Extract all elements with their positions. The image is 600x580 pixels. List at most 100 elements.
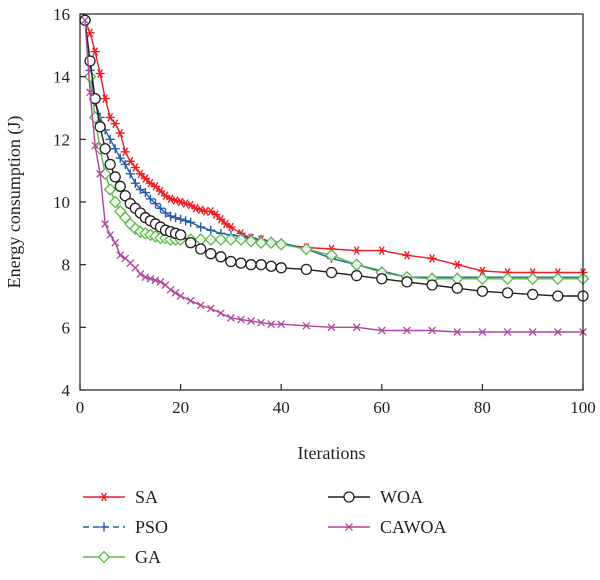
data-point-sa <box>150 181 161 191</box>
data-point-pso <box>125 169 135 179</box>
data-point-cawoa <box>267 320 276 329</box>
data-point-sa <box>90 47 100 56</box>
x-tick-label: 60 <box>373 398 390 417</box>
series-layer <box>78 13 590 336</box>
data-point-cawoa <box>226 314 235 322</box>
data-point-pso <box>140 188 150 198</box>
legend-marker-sa <box>99 492 109 502</box>
data-point-sa <box>110 119 120 129</box>
data-point-sa <box>155 186 166 196</box>
data-point-woa <box>265 260 277 272</box>
data-point-cawoa <box>453 328 462 336</box>
data-point-woa <box>501 287 514 299</box>
data-point-pso <box>160 208 171 218</box>
data-point-cawoa <box>176 292 185 300</box>
data-point-woa <box>325 266 338 279</box>
data-point-cawoa <box>136 270 145 278</box>
data-point-woa <box>401 276 413 288</box>
data-point-sa <box>130 163 140 172</box>
legend-marker-pso <box>99 522 109 532</box>
data-point-cawoa <box>141 273 150 282</box>
x-tick-label: 0 <box>76 398 85 417</box>
axis-layer: 0 20 40 60 80 100 4 6 8 10 12 14 16 <box>53 5 596 417</box>
data-point-cawoa <box>277 320 286 329</box>
data-point-woa <box>527 288 539 301</box>
data-point-sa <box>452 260 462 270</box>
data-point-pso <box>130 178 140 188</box>
data-point-woa <box>104 158 116 171</box>
data-point-sa <box>105 113 115 122</box>
data-point-woa <box>84 55 96 67</box>
y-tick-label: 14 <box>53 68 71 87</box>
data-point-sa <box>140 174 150 183</box>
data-point-woa <box>99 143 111 155</box>
data-point-cawoa <box>101 220 110 228</box>
data-point-ga <box>98 167 112 181</box>
data-point-cawoa <box>96 169 105 178</box>
y-tick-label: 12 <box>53 130 70 149</box>
data-point-ga <box>526 272 540 286</box>
data-point-cawoa <box>403 326 411 335</box>
series-ga <box>78 13 590 286</box>
data-point-ga <box>264 236 278 250</box>
legend-label-woa: WOA <box>380 487 423 507</box>
data-point-woa <box>205 248 217 260</box>
data-point-sa <box>191 203 201 213</box>
data-point-woa <box>185 237 197 249</box>
data-point-sa <box>170 196 181 205</box>
data-point-cawoa <box>116 251 125 260</box>
data-point-ga <box>214 233 228 246</box>
data-point-woa <box>476 285 489 297</box>
data-point-woa <box>300 263 313 276</box>
legend-item-woa: WOA <box>328 487 423 507</box>
data-point-sa <box>211 210 221 219</box>
y-tick-label: 16 <box>53 5 70 24</box>
data-point-ga <box>244 234 258 248</box>
data-point-cawoa <box>247 317 255 325</box>
data-point-pso <box>165 211 176 221</box>
data-point-ga <box>103 183 117 196</box>
x-tick-label: 80 <box>474 398 491 417</box>
data-point-sa <box>120 147 130 157</box>
data-point-ga <box>300 242 313 256</box>
y-tick-label: 6 <box>62 318 71 337</box>
data-point-woa <box>195 243 207 255</box>
data-point-cawoa <box>86 88 94 97</box>
data-point-pso <box>176 214 186 224</box>
data-point-woa <box>235 257 247 269</box>
data-point-ga <box>83 70 97 83</box>
data-point-cawoa <box>186 296 195 305</box>
data-point-cawoa <box>196 301 205 310</box>
data-point-sa <box>226 222 236 232</box>
data-point-pso <box>155 203 166 213</box>
data-point-sa <box>377 246 387 255</box>
data-point-woa <box>109 171 121 183</box>
data-point-sa <box>135 169 145 179</box>
data-point-ga <box>108 195 122 209</box>
data-point-cawoa <box>206 304 215 313</box>
data-point-sa <box>402 250 412 260</box>
series-cawoa <box>81 16 587 336</box>
data-point-woa <box>350 269 363 282</box>
data-point-sa <box>196 205 206 215</box>
data-point-sa <box>181 199 191 208</box>
x-tick-label: 100 <box>570 398 596 417</box>
data-point-cawoa <box>327 323 336 332</box>
legend-marker-ga <box>97 550 111 564</box>
series-woa <box>79 14 589 302</box>
data-point-cawoa <box>146 274 155 283</box>
data-point-pso <box>196 222 206 232</box>
data-point-pso <box>135 184 145 195</box>
legend-label-ga: GA <box>135 547 161 567</box>
data-point-cawoa <box>478 328 487 336</box>
data-point-cawoa <box>352 323 361 332</box>
data-point-pso <box>170 213 181 223</box>
data-point-sa <box>115 128 125 138</box>
data-point-pso <box>105 134 115 144</box>
data-point-ga <box>501 272 514 286</box>
legend-marker-cawoa <box>345 523 353 531</box>
data-point-woa <box>215 251 227 263</box>
data-point-cawoa <box>503 328 512 336</box>
data-point-woa <box>552 290 564 302</box>
legend-label-pso: PSO <box>135 517 168 537</box>
